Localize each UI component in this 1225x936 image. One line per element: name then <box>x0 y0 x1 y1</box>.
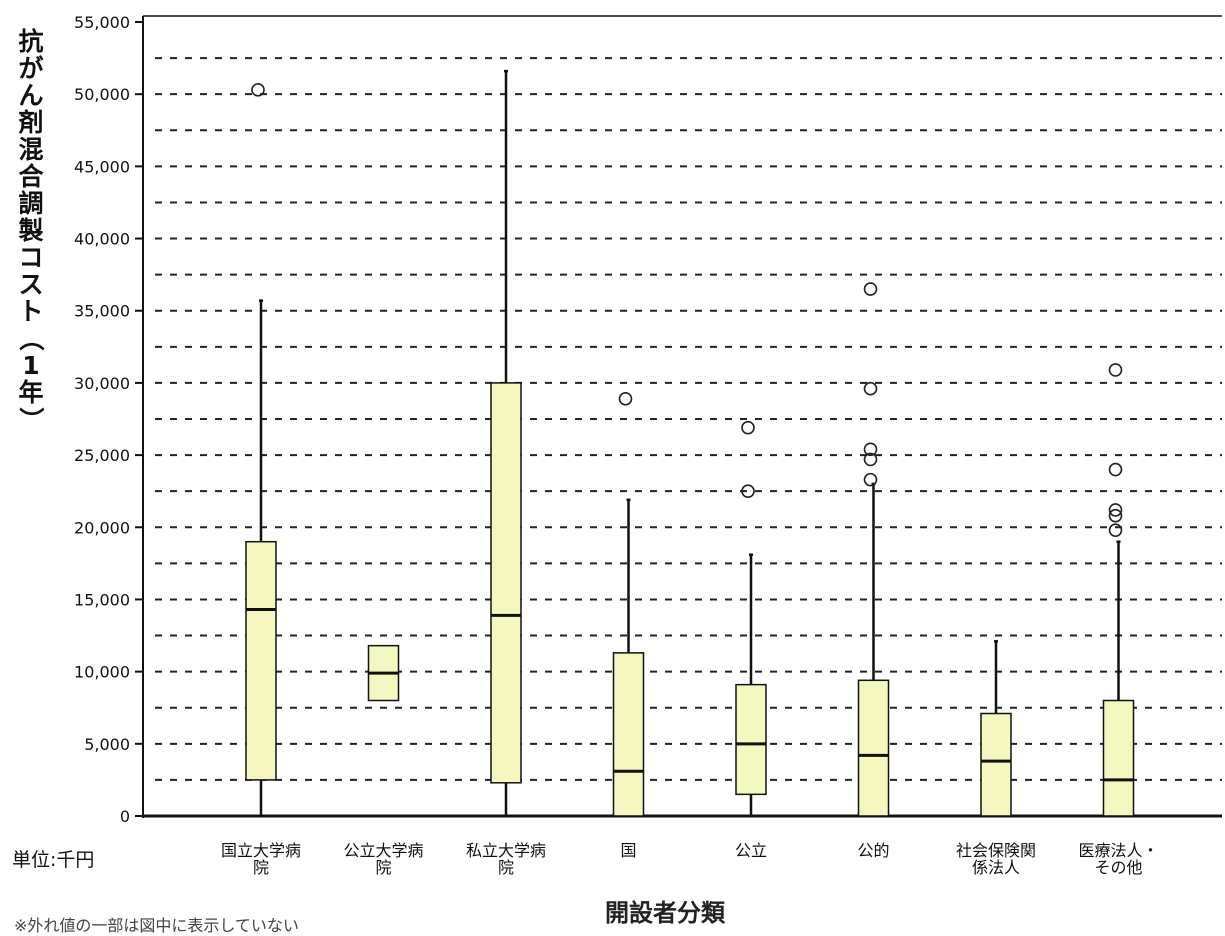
outlier-point <box>1108 363 1123 377</box>
outlier-point <box>1108 523 1123 537</box>
y-tick-label: 50,000 <box>74 85 130 104</box>
category-label-line: 院 <box>375 858 392 877</box>
category-label: 社会保険関 係法人 <box>936 842 1056 876</box>
y-axis-title-char: 剤 <box>18 108 44 137</box>
category-label: 国立大学病院 <box>201 842 321 876</box>
y-axis-title-char: 製 <box>18 216 44 245</box>
y-tick-label: 40,000 <box>74 230 130 249</box>
category-label-line: 社会保険関 <box>955 841 1036 860</box>
box-iqr <box>612 652 645 817</box>
box-4 <box>612 391 645 817</box>
category-label-line: その他 <box>1094 858 1143 877</box>
box-5 <box>735 420 767 816</box>
category-label-line: 係法人 <box>971 858 1020 877</box>
y-tick-label: 30,000 <box>74 374 130 393</box>
y-axis-title-char: 合 <box>18 162 44 191</box>
outlier-point <box>863 472 878 487</box>
outlier-point <box>741 484 755 498</box>
box-iqr <box>980 712 1012 817</box>
footnote: ※外れ値の一部は図中に表示していない <box>14 916 299 935</box>
y-axis-title-char: が <box>18 54 44 83</box>
box-iqr <box>245 540 277 781</box>
y-axis-title-char: 抗 <box>18 27 44 56</box>
box-6 <box>857 282 890 817</box>
y-axis-title-char: （ <box>16 325 46 351</box>
y-axis-title-char: 混 <box>18 135 44 164</box>
grid-lines <box>155 57 1222 781</box>
outlier-point <box>741 420 755 435</box>
box-2 <box>367 644 400 702</box>
y-tick-label: 20,000 <box>74 518 130 537</box>
category-label-line: 公立大学病 <box>343 841 424 860</box>
y-axis-title-char: ト <box>18 297 44 326</box>
box-series <box>245 69 1135 817</box>
category-label: 国 <box>569 842 689 859</box>
y-tick-label: 45,000 <box>74 157 130 176</box>
y-tick-label: 55,000 <box>74 13 130 32</box>
category-label-line: 院 <box>252 858 269 877</box>
x-axis-title: 開設者分類 <box>605 899 725 927</box>
category-label-line: 院 <box>497 858 514 877</box>
box-7 <box>980 640 1012 817</box>
box-iqr <box>1102 699 1135 817</box>
category-label: 医療法人・ その他 <box>1059 842 1179 876</box>
outlier-point <box>863 282 878 296</box>
unit-label: 単位:千円 <box>12 849 95 871</box>
outlier-point <box>863 381 878 396</box>
y-axis-title-char: 年 <box>18 378 44 407</box>
category-label: 私立大学病院 <box>446 842 566 876</box>
axes: 0 5,000 10,000 15,000 20,000 25,000 30,000 35,0… <box>74 13 1222 826</box>
category-label-line: 医療法人・ <box>1078 841 1159 860</box>
box-3 <box>490 69 522 816</box>
y-tick-label: 25,000 <box>74 446 130 465</box>
category-label: 公立大学病院 <box>324 842 444 876</box>
y-axis-title-char: 1 <box>22 351 40 380</box>
category-label-line: 国立大学病 <box>220 841 301 860</box>
box-iqr <box>735 683 767 796</box>
y-axis-title-char: ん <box>18 81 44 110</box>
category-label-line: 国 <box>620 841 637 860</box>
y-tick-label: 0 <box>120 807 130 826</box>
box-1 <box>245 83 277 816</box>
outlier-point <box>618 391 633 406</box>
category-label-line: 私立大学病 <box>465 841 546 860</box>
y-axis-title-char: 調 <box>18 189 44 218</box>
category-label: 公的 <box>814 842 934 859</box>
box-iqr <box>857 679 890 817</box>
y-tick-label: 5,000 <box>84 735 130 754</box>
y-tick-label: 10,000 <box>74 663 130 682</box>
outlier-point <box>1108 503 1123 517</box>
y-axis-title-char: コ <box>18 243 44 272</box>
outlier-point <box>863 442 878 457</box>
outlier-point <box>1108 462 1123 477</box>
category-label-line: 公立 <box>734 841 767 860</box>
outlier-point <box>251 83 265 97</box>
outlier-point <box>1108 508 1123 523</box>
box-iqr <box>490 382 522 784</box>
category-label: 公立 <box>691 842 811 859</box>
y-axis-title-char: ） <box>16 406 46 432</box>
y-axis-title: 抗がん剤混合調製コスト（1 年） <box>14 28 48 433</box>
box-8 <box>1102 363 1135 817</box>
y-tick-label: 15,000 <box>74 590 130 609</box>
category-label-line: 公的 <box>857 841 890 860</box>
outlier-point <box>863 452 878 467</box>
y-tick-label: 35,000 <box>74 302 130 321</box>
y-axis-title-char: ス <box>18 270 44 299</box>
